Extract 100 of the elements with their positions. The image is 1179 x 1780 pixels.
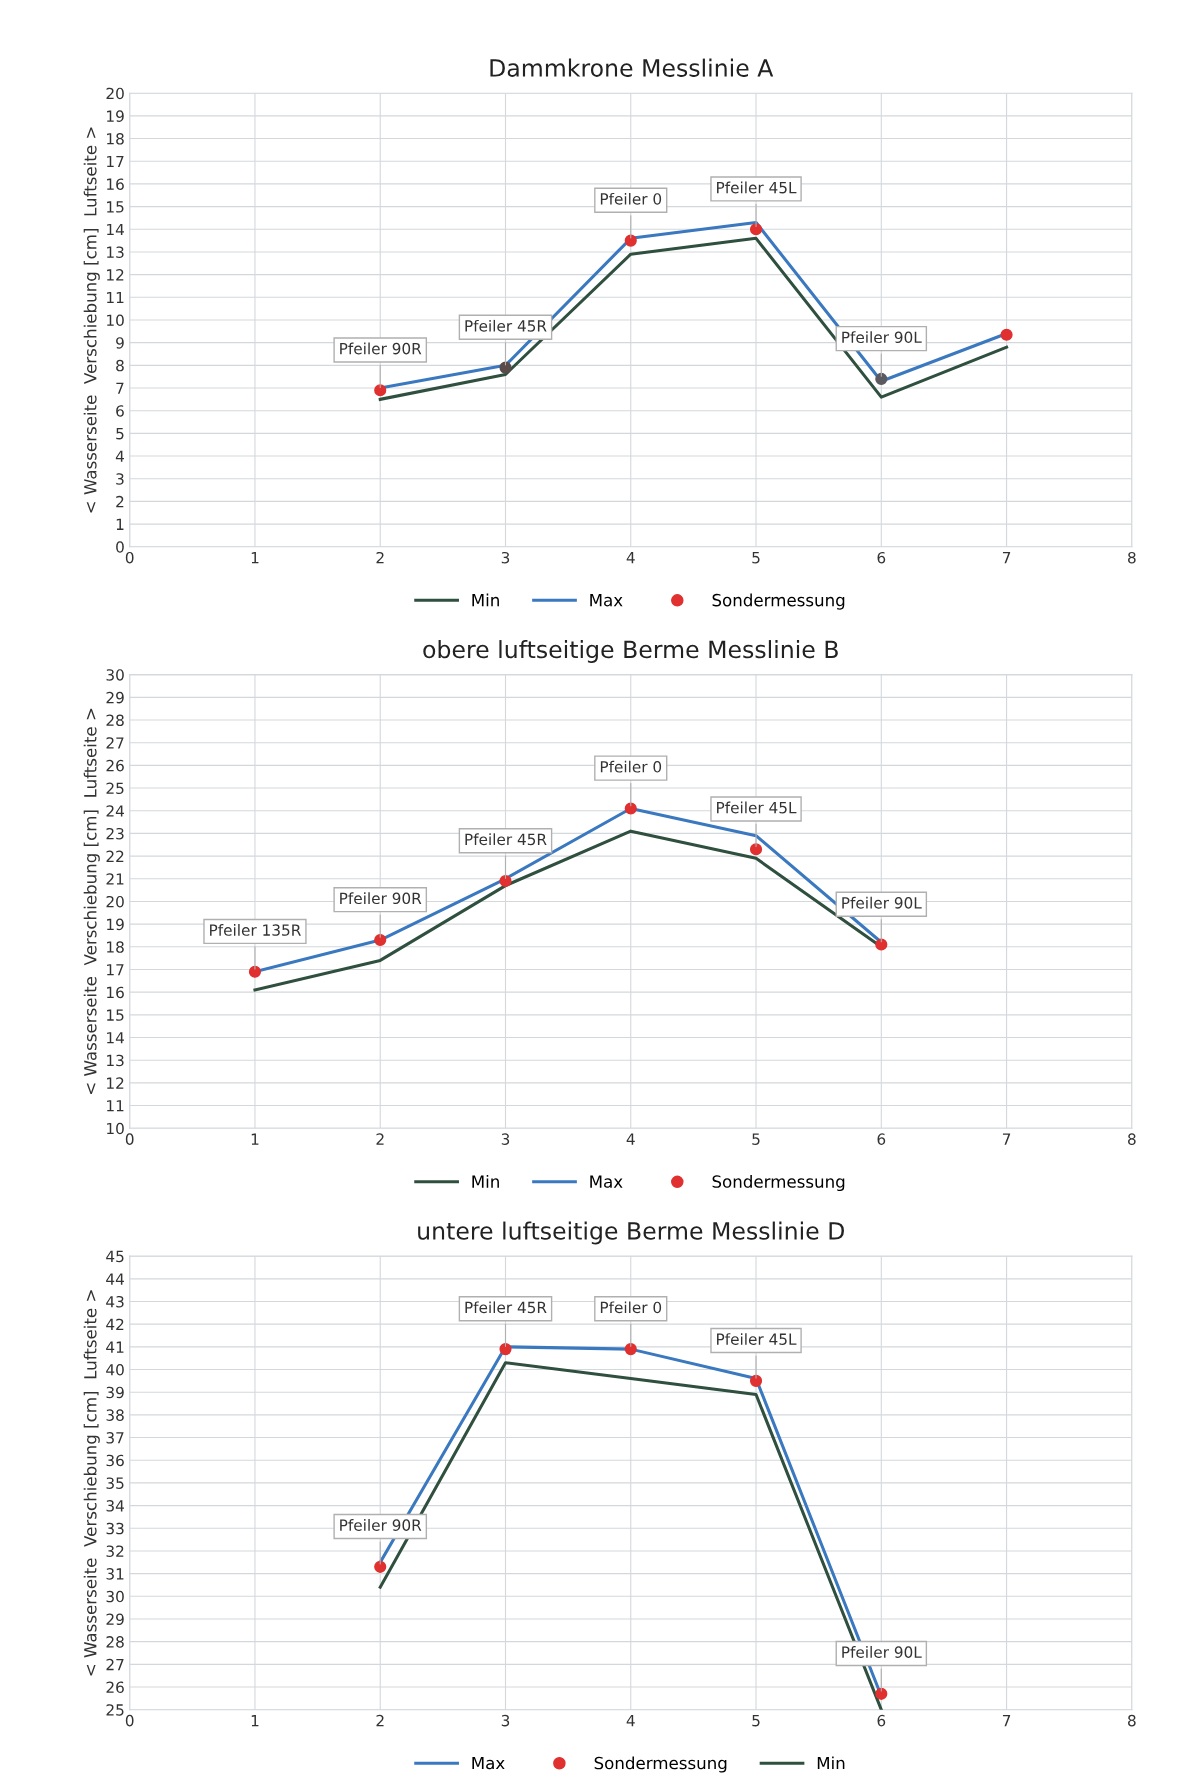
y-tick-label: 40 <box>106 1364 124 1376</box>
y-tick-label: 39 <box>106 1386 124 1399</box>
chart-title: obere luftseitige Berme Messlinie B <box>423 640 838 663</box>
x-tick-label: 6 <box>877 1714 886 1727</box>
y-tick-label: 16 <box>107 986 124 999</box>
annotation: Pfeiler 45L <box>717 181 797 194</box>
y-tick-label: 28 <box>106 714 124 727</box>
y-tick-label: 33 <box>106 1522 124 1535</box>
y-tick-label: 3 <box>116 473 124 485</box>
y-tick-label: 25 <box>106 782 124 795</box>
y-tick-label: 6 <box>116 405 124 417</box>
y-tick-label: 23 <box>106 827 124 840</box>
y-tick-label: 27 <box>106 1658 124 1671</box>
legend-label: Min <box>472 1174 499 1188</box>
y-tick-label: 9 <box>116 337 124 349</box>
y-tick-label: 17 <box>107 964 124 976</box>
annotation: Pfeiler 45L <box>717 801 797 814</box>
point <box>875 1687 888 1700</box>
y-tick-label: 32 <box>106 1545 124 1557</box>
y-tick-label: 26 <box>106 759 124 772</box>
y-tick-label: 11 <box>107 291 124 304</box>
point <box>499 1343 512 1356</box>
x-tick-label: 7 <box>1002 1715 1011 1727</box>
point <box>499 874 512 888</box>
y-tick-label: 7 <box>116 382 124 394</box>
x-tick-label: 3 <box>501 1714 510 1727</box>
y-tick-label: 18 <box>107 133 124 145</box>
x-tick-label: 3 <box>501 551 510 564</box>
y-tick-label: 37 <box>106 1432 124 1444</box>
y-tick-label: 17 <box>107 155 124 168</box>
legend-label: Sondermessung <box>712 593 845 610</box>
y-tick-label: 1 <box>116 518 124 530</box>
x-tick-label: 7 <box>1002 1133 1011 1145</box>
x-tick-label: 1 <box>251 552 259 564</box>
x-tick-label: 0 <box>125 551 134 564</box>
x-tick-label: 4 <box>626 552 635 564</box>
legend-label: Sondermessung <box>712 1174 845 1192</box>
y-tick-label: 13 <box>107 246 124 258</box>
point <box>624 802 637 815</box>
x-tick-label: 5 <box>752 1715 760 1727</box>
y-tick-label: 26 <box>106 1681 124 1694</box>
annotation: Pfeiler 135R <box>210 924 301 936</box>
annotation: Pfeiler 90R <box>340 892 422 905</box>
x-tick-label: 2 <box>376 1714 384 1727</box>
chart-title: Dammkrone Messlinie A <box>490 58 774 77</box>
x-tick-label: 7 <box>1002 552 1011 564</box>
y-tick-label: 41 <box>106 1341 124 1353</box>
y-tick-label: 4 <box>115 450 124 462</box>
y-tick-label: 30 <box>106 669 124 681</box>
annotation: Pfeiler 45L <box>717 1333 797 1345</box>
annotation: Pfeiler 90L <box>842 896 922 909</box>
annotation: Pfeiler 45R <box>465 833 547 846</box>
y-tick-label: 29 <box>106 1613 124 1625</box>
annotation: Pfeiler 90L <box>842 331 922 344</box>
y-tick-label: 42 <box>106 1318 124 1330</box>
y-tick-label: 30 <box>106 1590 124 1603</box>
y-tick-label: 24 <box>106 805 124 817</box>
y-tick-label: 12 <box>107 1077 124 1089</box>
y-tick-label: 10 <box>107 1122 124 1135</box>
point <box>374 1560 387 1573</box>
legend-label: Max <box>590 594 623 607</box>
chart-title: untere luftseitige Berme Messlinie D <box>418 1221 844 1245</box>
annotation: Pfeiler 90R <box>340 342 422 355</box>
y-tick-label: 14 <box>107 223 124 236</box>
y-tick-label: 5 <box>116 428 124 440</box>
y-tick-label: 34 <box>106 1500 124 1512</box>
x-tick-label: 4 <box>626 1133 635 1145</box>
legend-label: Min <box>472 593 499 607</box>
y-tick-label: 15 <box>107 1009 124 1021</box>
y-tick-label: 19 <box>107 110 124 122</box>
y-tick-label: 38 <box>106 1409 124 1421</box>
x-tick-label: 0 <box>125 1714 134 1727</box>
x-tick-label: 1 <box>251 1133 259 1145</box>
y-tick-label: 15 <box>107 201 124 213</box>
y-tick-label: 43 <box>106 1295 124 1308</box>
x-tick-label: 5 <box>752 552 760 564</box>
y-tick-label: 14 <box>107 1032 124 1044</box>
y-tick-label: 19 <box>107 918 124 931</box>
y-tick-label: 27 <box>106 737 124 749</box>
x-tick-label: 2 <box>376 1133 384 1145</box>
x-tick-label: 1 <box>251 1715 259 1727</box>
y-tick-label: 21 <box>106 873 124 885</box>
y-tick-label: 13 <box>107 1054 124 1067</box>
annotation: Pfeiler 0 <box>600 1301 662 1314</box>
y-tick-label: 28 <box>106 1636 124 1648</box>
point <box>749 843 763 856</box>
annotation: Pfeiler 90R <box>340 1519 422 1531</box>
annotation: Pfeiler 0 <box>600 192 662 205</box>
annotation: Pfeiler 45R <box>465 1301 547 1314</box>
point <box>248 965 262 978</box>
x-tick-label: 6 <box>877 551 886 564</box>
annotation: Pfeiler 0 <box>600 760 662 773</box>
annotation: Pfeiler 90L <box>842 1646 922 1658</box>
y-axis-title: < Wasserseite Verschiebung [cm] Luftseite > <box>83 127 100 513</box>
y-tick-label: 8 <box>116 359 124 372</box>
point <box>749 1374 763 1387</box>
y-tick-label: 10 <box>107 314 124 327</box>
point <box>875 938 888 951</box>
legend-label: Min <box>817 1756 845 1770</box>
y-tick-label: 2 <box>116 495 124 508</box>
